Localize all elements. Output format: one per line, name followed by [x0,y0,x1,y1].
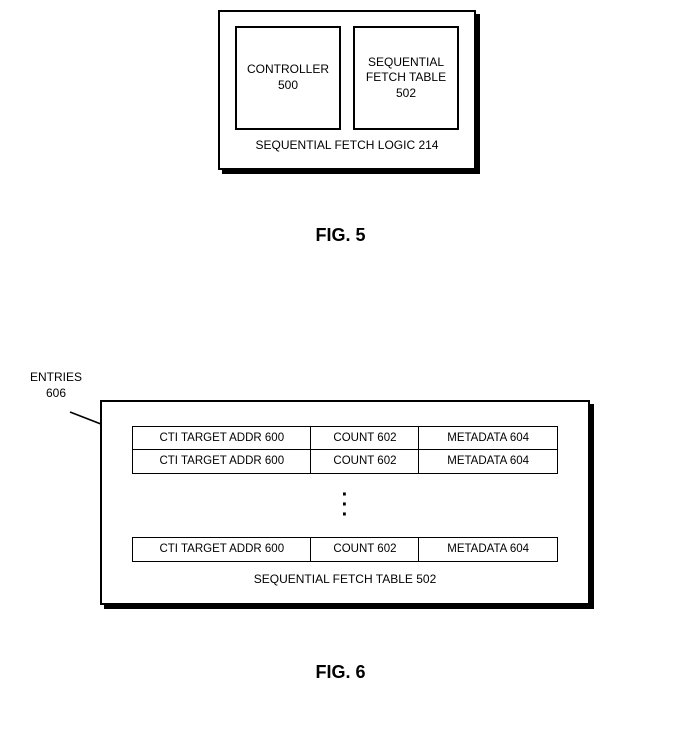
cell-count: COUNT 602 [310,449,420,475]
fig6-outer-box-inner: CTI TARGET ADDR 600 COUNT 602 METADATA 6… [100,400,590,605]
fig5-outer-box: CONTROLLER 500 SEQUENTIAL FETCH TABLE 50… [218,10,476,170]
fig5-container: CONTROLLER 500 SEQUENTIAL FETCH TABLE 50… [218,10,476,170]
table-row: CTI TARGET ADDR 600 COUNT 602 METADATA 6… [132,426,558,450]
fig5-outer-box-inner: CONTROLLER 500 SEQUENTIAL FETCH TABLE 50… [218,10,476,170]
fig5-caption: FIG. 5 [0,225,681,246]
cell-meta: METADATA 604 [418,537,558,563]
table-rows-wrap: CTI TARGET ADDR 600 COUNT 602 METADATA 6… [102,402,588,562]
cell-meta: METADATA 604 [418,426,558,450]
table-row: CTI TARGET ADDR 600 COUNT 602 METADATA 6… [132,450,558,474]
controller-box: CONTROLLER 500 [235,26,341,130]
cell-meta: METADATA 604 [418,449,558,475]
controller-name: CONTROLLER [247,62,329,78]
sft-line2: FETCH TABLE [366,70,446,86]
fig6-outer-box: CTI TARGET ADDR 600 COUNT 602 METADATA 6… [100,400,590,605]
vertical-ellipsis-icon: ··· [132,474,558,538]
entries-label-ref: 606 [30,386,82,402]
fig5-container-label: SEQUENTIAL FETCH LOGIC 214 [220,138,474,152]
fig5-inner-row: CONTROLLER 500 SEQUENTIAL FETCH TABLE 50… [220,12,474,130]
sft-line1: SEQUENTIAL [368,55,444,71]
cell-addr: CTI TARGET ADDR 600 [132,426,312,450]
cell-count: COUNT 602 [310,426,420,450]
cell-addr: CTI TARGET ADDR 600 [132,449,312,475]
entries-label-text: ENTRIES [30,370,82,386]
fig6-container: CTI TARGET ADDR 600 COUNT 602 METADATA 6… [100,400,590,605]
controller-ref: 500 [278,78,298,94]
cell-addr: CTI TARGET ADDR 600 [132,537,312,563]
fig6-container-label: SEQUENTIAL FETCH TABLE 502 [102,572,588,586]
sft-ref: 502 [396,86,416,102]
fig6-caption: FIG. 6 [0,662,681,683]
entries-label: ENTRIES 606 [30,370,82,401]
sequential-fetch-table-box: SEQUENTIAL FETCH TABLE 502 [353,26,459,130]
table-row: CTI TARGET ADDR 600 COUNT 602 METADATA 6… [132,538,558,562]
cell-count: COUNT 602 [310,537,420,563]
